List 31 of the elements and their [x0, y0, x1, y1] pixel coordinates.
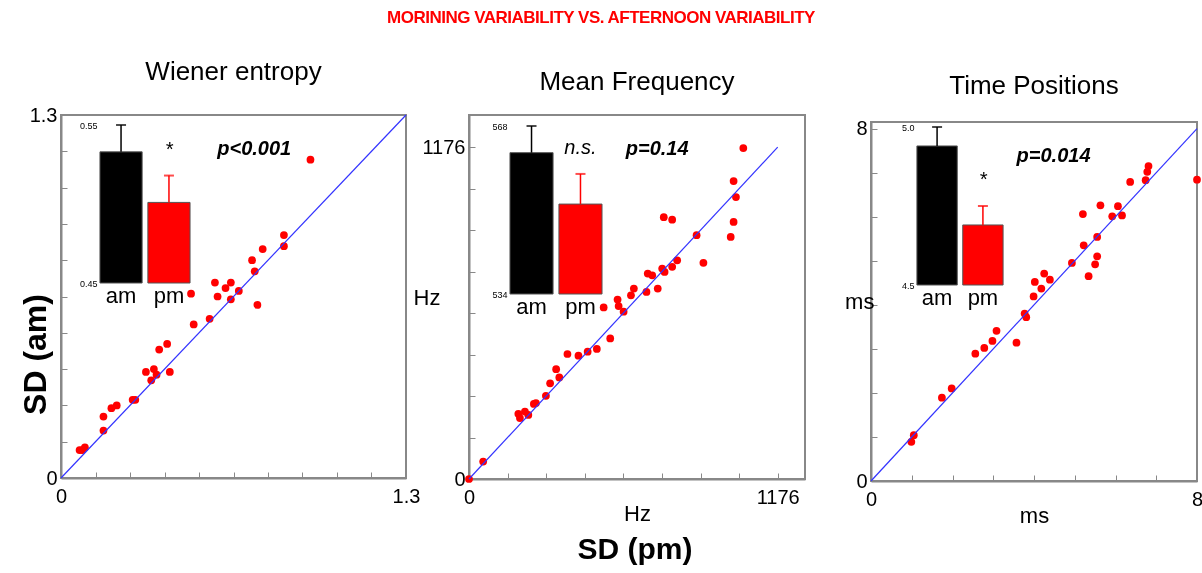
annotation: * [165, 137, 175, 160]
text: SD (am) [16, 293, 54, 417]
annotation: * [979, 168, 989, 190]
y-tick-label: 568 [492, 121, 508, 132]
annotation: p<0.001 [216, 137, 292, 159]
text: SD (pm) [576, 532, 694, 566]
x-tick-label: pm [153, 282, 185, 308]
annotation: n.s. [564, 135, 597, 158]
x-tick-label: pm [967, 284, 999, 310]
text: MORINING VARIABILITY VS. AFTERNOON VARIABILITY [386, 8, 816, 28]
x-tick-label: am [516, 293, 547, 319]
chart-title: Mean Frequency [539, 66, 735, 96]
x-tick-label: 8 [1191, 487, 1202, 510]
y-tick-label: 0.55 [79, 120, 98, 131]
x-tick-label: am [921, 284, 953, 310]
x-tick-label: 1.3 [392, 484, 421, 507]
chart-title: Time Positions [949, 69, 1119, 100]
y-tick-label: 0.45 [79, 278, 98, 289]
y-tick-label: 534 [492, 289, 508, 300]
x-axis-title: Hz [624, 500, 651, 526]
y-axis-title: ms [845, 289, 875, 314]
annotation: p=0.14 [624, 137, 689, 159]
chart-title: Wiener entropy [145, 56, 322, 86]
x-axis-title: ms [1019, 502, 1050, 528]
y-tick-label: 5.0 [901, 122, 915, 133]
annotation: p=0.014 [1015, 144, 1091, 166]
y-tick-label: 4.5 [901, 280, 915, 291]
y-axis-title: Hz [413, 284, 441, 310]
x-tick-label: am [105, 282, 137, 308]
x-tick-label: 1176 [756, 485, 800, 508]
x-tick-label: pm [565, 293, 596, 319]
